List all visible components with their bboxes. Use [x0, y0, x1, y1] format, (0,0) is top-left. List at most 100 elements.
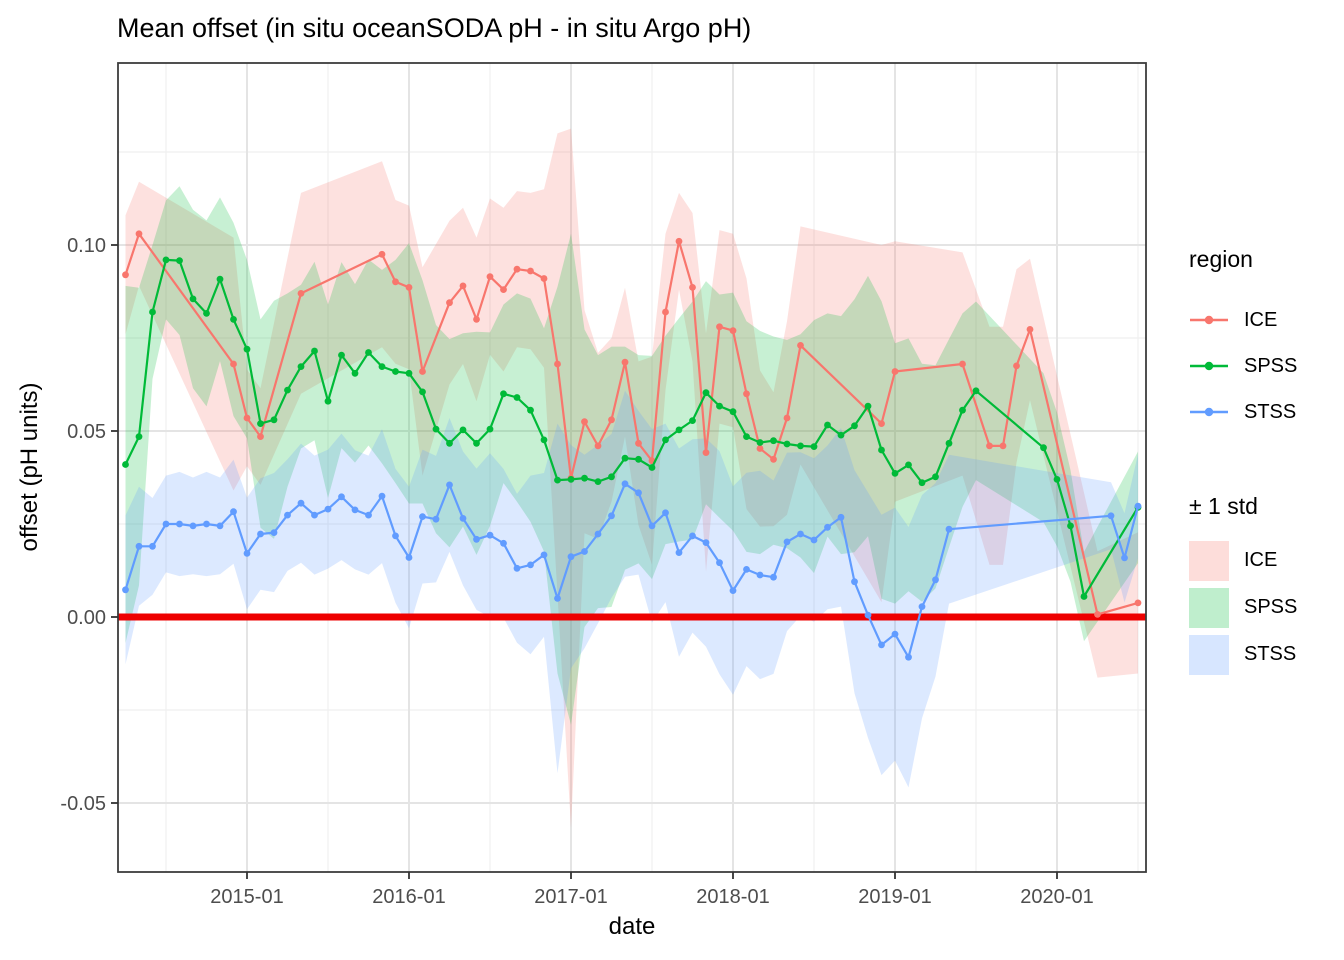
point-ice: [459, 282, 467, 290]
point-ice: [405, 284, 413, 291]
legend-item-label: SPSS: [1244, 354, 1298, 377]
point-ice: [594, 442, 602, 450]
point-spss: [324, 397, 332, 405]
point-stss: [378, 492, 386, 500]
point-ice: [621, 358, 629, 366]
point-spss: [149, 308, 156, 316]
point-spss: [189, 295, 197, 303]
point-spss: [972, 387, 980, 395]
point-stss: [662, 509, 669, 517]
point-stss: [405, 554, 413, 561]
point-stss: [797, 530, 804, 538]
legend-item-stss: STSS: [1189, 389, 1344, 435]
point-ice: [878, 420, 885, 427]
point-spss: [176, 257, 183, 264]
point-spss: [689, 417, 696, 424]
point-spss: [608, 473, 615, 481]
point-spss: [756, 439, 764, 446]
point-spss: [810, 443, 818, 450]
point-ice: [392, 278, 399, 286]
point-spss: [837, 431, 845, 439]
point-stss: [135, 542, 143, 550]
legend-std-item-stss: STSS: [1189, 631, 1344, 678]
point-stss: [270, 529, 278, 536]
point-spss: [432, 425, 440, 433]
point-ice: [756, 445, 764, 452]
point-stss: [162, 520, 170, 528]
ice-ribbon-swatch: [1189, 540, 1229, 581]
stss-ribbon-swatch: [1189, 634, 1229, 675]
spss-ribbon-swatch: [1189, 587, 1229, 628]
point-ice: [675, 237, 683, 245]
point-stss: [243, 550, 251, 557]
y-tick-label: 0.00: [67, 607, 106, 629]
point-stss: [284, 511, 291, 519]
point-spss: [243, 345, 251, 353]
point-spss: [1040, 444, 1047, 452]
point-ice: [662, 308, 669, 316]
point-stss: [540, 551, 548, 559]
legend-item-ice: ICE: [1189, 297, 1344, 343]
point-spss: [918, 479, 926, 487]
point-spss: [513, 394, 521, 401]
point-spss: [797, 442, 804, 450]
point-stss: [311, 511, 318, 519]
ice-line-key-icon: [1190, 315, 1228, 325]
point-spss: [594, 478, 602, 485]
point-spss: [405, 369, 413, 377]
point-ice: [743, 390, 750, 398]
point-stss: [918, 603, 926, 610]
point-spss: [581, 474, 588, 482]
point-stss: [608, 512, 615, 520]
point-stss: [1134, 502, 1142, 510]
point-spss: [338, 351, 345, 359]
point-stss: [392, 532, 399, 540]
point-ice: [378, 250, 386, 258]
point-ice: [1026, 326, 1034, 333]
point-stss: [635, 489, 642, 497]
legend-std-item-spss: SPSS: [1189, 584, 1344, 631]
point-spss: [932, 473, 939, 481]
legend-item-label: ICE: [1244, 549, 1278, 571]
x-tick-label: 2019-01: [858, 886, 931, 908]
point-stss: [459, 515, 467, 522]
chart-title: Mean offset (in situ oceanSODA pH - in s…: [117, 13, 752, 43]
point-spss: [459, 426, 467, 434]
axis-ticks: 2015-01 2016-01 2017-01 2018-01 2019-01 2020-…: [60, 235, 1093, 908]
point-ice: [419, 368, 426, 375]
point-stss: [1107, 512, 1115, 520]
point-spss: [311, 347, 318, 355]
point-stss: [432, 515, 440, 523]
spss-line-key-icon: [1190, 361, 1228, 371]
point-stss: [351, 506, 359, 514]
point-stss: [324, 505, 332, 513]
point-stss: [648, 522, 656, 530]
x-tick-label: 2020-01: [1020, 886, 1093, 908]
legend-std-item-ice: ICE: [1189, 537, 1344, 584]
point-stss: [365, 511, 372, 519]
point-spss: [635, 455, 642, 463]
series-ice: [122, 230, 1142, 618]
point-stss: [473, 535, 480, 543]
point-spss: [419, 388, 426, 396]
point-stss: [149, 542, 156, 550]
point-ice: [581, 418, 588, 426]
legend-std-title: ± 1 std: [1189, 493, 1258, 519]
stss-line-key-icon: [1190, 407, 1228, 417]
legend-item-label: STSS: [1244, 643, 1297, 665]
point-spss: [770, 437, 777, 445]
point-ice: [513, 265, 521, 273]
point-ice: [608, 416, 615, 424]
point-spss: [473, 439, 480, 447]
point-ice: [486, 273, 494, 280]
point-stss: [743, 566, 750, 573]
point-spss: [905, 461, 912, 469]
point-spss: [1053, 476, 1061, 483]
point-ice: [783, 414, 791, 422]
point-ice: [527, 267, 534, 275]
point-spss: [945, 439, 953, 447]
series-stss: [122, 480, 1142, 661]
point-stss: [702, 539, 710, 546]
